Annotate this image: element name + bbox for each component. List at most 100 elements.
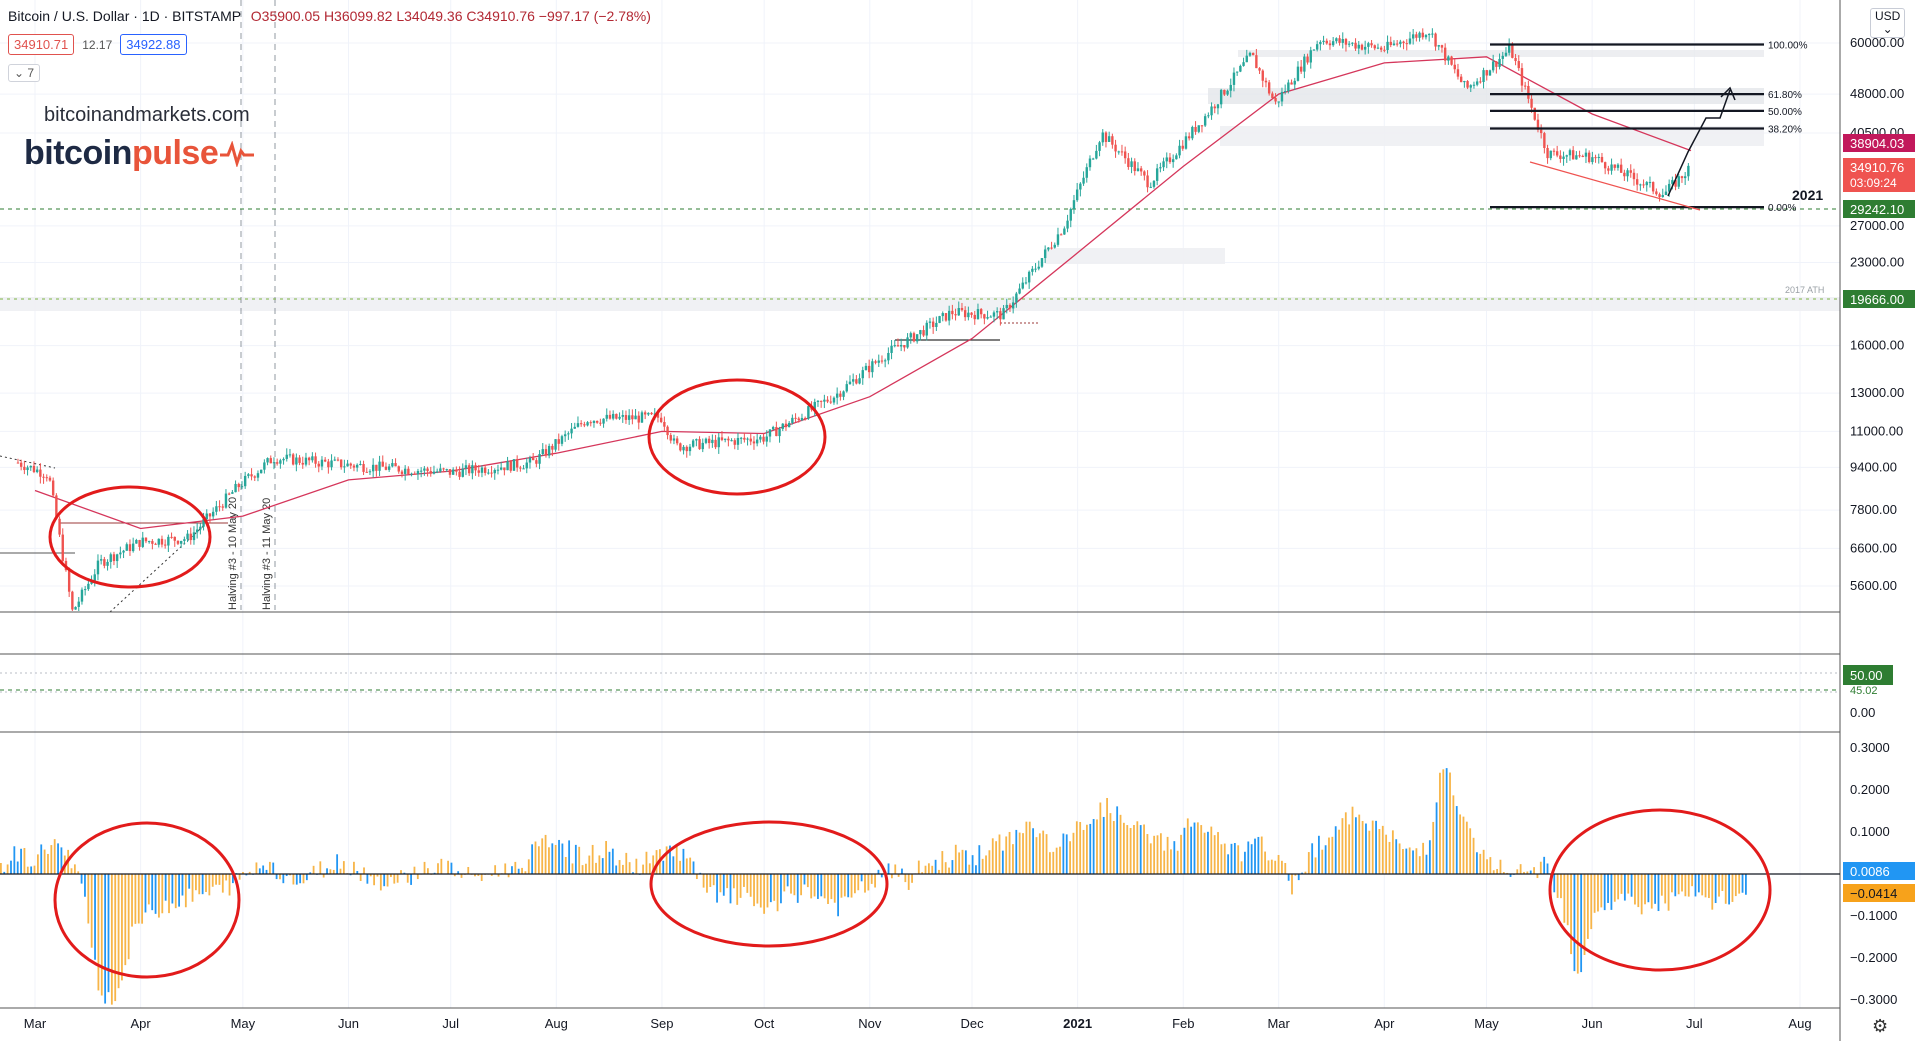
candle-body: [531, 457, 535, 461]
histogram-bar: [887, 863, 890, 874]
moving-average-layer: [34, 56, 1692, 530]
histogram-bar: [390, 874, 392, 878]
histogram-bar: [743, 874, 745, 887]
histogram-bar: [268, 861, 271, 874]
pulse-icon: [220, 140, 255, 167]
histogram-bar: [258, 868, 261, 874]
candle-body: [1453, 64, 1456, 70]
candle-body: [1255, 55, 1258, 69]
histogram-bar: [642, 864, 644, 874]
histogram-bar: [524, 871, 527, 874]
histogram-bar: [255, 862, 258, 874]
candle-body: [1043, 249, 1047, 259]
histogram-bar: [1455, 806, 1458, 874]
candle-body: [663, 421, 666, 427]
candle-body: [890, 345, 893, 353]
buy-price-button[interactable]: 34922.88: [120, 34, 187, 55]
histogram-bar: [474, 874, 476, 877]
candle-body: [701, 442, 704, 450]
candle-body: [1312, 49, 1316, 51]
histogram-bar: [1133, 825, 1135, 874]
candle-body: [1472, 84, 1476, 86]
candle-body: [839, 393, 842, 397]
histogram-bar: [1741, 874, 1744, 893]
candle-body: [58, 518, 61, 535]
candle-body: [125, 544, 128, 551]
candle-body: [922, 330, 925, 336]
gear-icon[interactable]: ⚙: [1872, 1016, 1889, 1036]
candle-body: [1587, 152, 1591, 163]
histogram-bar: [605, 841, 608, 874]
histogram-bar: [958, 852, 961, 874]
histogram-bar: [988, 850, 991, 874]
currency-selector[interactable]: USD ⌄: [1870, 8, 1906, 38]
candle-body: [490, 472, 493, 474]
candle-body: [186, 533, 189, 540]
candle-body: [784, 423, 788, 428]
histogram-bar: [403, 872, 406, 874]
symbol-header[interactable]: Bitcoin / U.S. Dollar · 1D · BITSTAMP O3…: [8, 8, 651, 24]
candle-body: [1501, 55, 1504, 59]
sell-price-button[interactable]: 34910.71: [8, 34, 75, 55]
candle-body: [720, 437, 724, 440]
histogram-bar: [1721, 874, 1724, 891]
histogram-bar: [319, 861, 322, 874]
histogram-bar: [1062, 833, 1065, 874]
histogram-bar: [107, 874, 110, 993]
histogram-bar: [1291, 874, 1293, 895]
candle-body: [1584, 152, 1588, 157]
histogram-bar: [450, 862, 453, 874]
tag-ath: 19666.00: [1850, 292, 1904, 307]
histogram-bar: [964, 850, 967, 874]
oscillator-axis[interactable]: 0.3000 0.2000 0.1000 −0.1000 −0.2000 −0.3000: [1850, 740, 1897, 1007]
histogram-bar: [1018, 832, 1021, 874]
histogram-bar: [568, 840, 571, 874]
projection-arrow: [1667, 89, 1731, 197]
histogram-bar: [739, 874, 742, 898]
time-axis[interactable]: Mar Apr May Jun Jul Aug Sep Oct Nov Dec 2021 Feb Mar…: [24, 1016, 1812, 1031]
candle-body: [1475, 81, 1479, 85]
histogram-bar: [1519, 864, 1522, 874]
histogram-bar: [356, 871, 359, 874]
histogram-bar: [1146, 834, 1149, 874]
histogram-bar: [870, 874, 873, 884]
histogram-bar: [490, 874, 493, 876]
histogram-bar: [820, 874, 823, 897]
histogram-bar: [1435, 802, 1438, 874]
candle-body: [746, 438, 749, 440]
candle-body: [1114, 144, 1117, 152]
candle-body: [19, 462, 23, 467]
histogram-bar: [406, 874, 409, 883]
histogram-bar: [511, 866, 513, 874]
candle-body: [1133, 161, 1136, 172]
candle-body: [381, 461, 384, 467]
candle-body: [1459, 76, 1463, 83]
candle-body: [160, 538, 164, 545]
histogram-bar: [749, 874, 752, 897]
candle-body: [272, 462, 276, 464]
histogram-bar: [1731, 874, 1734, 902]
candle-body: [138, 539, 141, 547]
histogram-bar: [803, 874, 806, 885]
histogram-bar: [1159, 833, 1162, 874]
histogram-bar: [601, 858, 604, 874]
candle-body: [1648, 182, 1652, 184]
histogram-bar: [1482, 849, 1485, 874]
histogram-bar: [615, 865, 618, 874]
histogram-bar: [1230, 843, 1233, 874]
histogram-bar: [1344, 812, 1347, 874]
candle-body: [704, 438, 708, 443]
candle-body: [1184, 136, 1188, 149]
candle-body: [423, 468, 426, 471]
candle-body: [1571, 150, 1575, 160]
candle-body: [887, 352, 890, 361]
price-axis[interactable]: 60000.0048000.0040500.0027000.0023000.00…: [1850, 35, 1904, 593]
candle-body: [1232, 72, 1236, 85]
histogram-bar: [931, 865, 934, 874]
candle-body: [455, 469, 458, 472]
indicators-toggle-button[interactable]: ⌄ 7: [8, 64, 41, 82]
histogram-bar: [447, 860, 449, 874]
candle-body: [1514, 57, 1517, 62]
candle-body: [762, 436, 765, 442]
